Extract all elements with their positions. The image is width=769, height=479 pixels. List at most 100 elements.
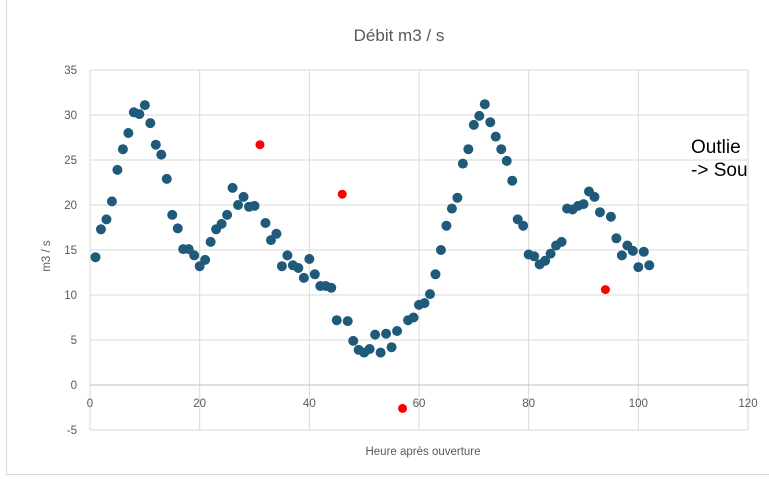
data-point [117,144,128,155]
data-point [101,214,112,225]
data-point [326,282,337,293]
data-point [331,315,342,326]
chart-area: Débit m3 / s -5 0 5 10 15 20 25 30 35 0 20 40 60 80 10… [6,0,769,475]
data-point [474,110,485,121]
y-tick-label: 10 [64,290,77,302]
y-tick-label: 35 [64,65,77,77]
data-point [501,155,512,166]
data-point [172,223,183,234]
data-point [370,329,381,340]
x-tick-label: 40 [303,398,316,410]
data-point [216,218,227,229]
data-point [161,173,172,184]
x-tick-label: 0 [87,398,93,410]
data-point [430,269,441,280]
data-point [167,209,178,220]
y-tick-label: 15 [64,245,77,257]
y-tick-label: 20 [64,200,77,212]
y-tick-label: 0 [71,380,77,392]
data-point [342,316,353,327]
data-point [468,119,479,130]
data-point [200,254,211,265]
y-tick-label: 25 [64,155,77,167]
data-point [271,228,282,239]
data-point [594,207,605,218]
data-point [496,144,507,155]
data-point [309,269,320,280]
annotation-line-2: -> Sou [691,160,748,181]
data-point [419,298,430,309]
data-point [627,245,638,256]
x-tick-label: 120 [738,398,757,410]
data-point [529,251,540,262]
data-point [424,289,435,300]
data-point [463,144,474,155]
x-tick-label: 100 [629,398,648,410]
data-points [90,99,655,413]
data-point [589,191,600,202]
data-point [260,218,271,228]
y-tick-label: -5 [67,425,77,437]
data-point [485,117,496,128]
data-point [276,261,287,272]
outlier-point [255,140,265,150]
data-point [90,252,101,263]
outlier-point [600,285,610,295]
data-point [375,347,386,358]
outlier-annotation: Outlie -> Sou [691,136,748,182]
data-point [95,224,106,235]
data-point [205,236,216,247]
x-tick-label: 80 [522,398,535,410]
data-point [134,109,145,120]
data-point [304,254,315,264]
scatter-chart: Débit m3 / s -5 0 5 10 15 20 25 30 35 0 20 40 60 80 10… [41,26,758,458]
data-point [540,255,551,266]
y-axis-title: m3 / s [41,240,53,272]
data-point [386,342,397,353]
data-point [605,211,616,222]
data-point [507,175,518,186]
data-point [446,203,457,214]
data-point [227,182,238,193]
data-point [545,248,556,259]
data-point [238,191,249,202]
data-point [348,335,359,346]
data-point [611,233,622,244]
x-tick-label: 60 [413,398,426,410]
data-point [381,328,392,339]
data-point [189,250,200,261]
x-tick-label: 20 [193,398,206,410]
annotation-line-1: Outlie [691,137,741,158]
chart-title: Débit m3 / s [354,26,445,45]
data-point [457,158,468,169]
data-point [156,149,167,160]
data-point [408,312,419,323]
data-point [490,131,501,142]
data-point [633,262,644,273]
data-point [364,344,375,354]
data-point [139,100,150,111]
y-tick-label: 30 [64,110,77,122]
data-point [293,263,304,273]
data-point [435,245,446,255]
data-point [452,192,463,203]
data-point [249,200,260,211]
data-point [556,236,567,247]
data-point [644,260,655,271]
data-point [479,99,490,110]
data-point [518,220,529,231]
data-point [233,200,244,210]
x-axis-title: Heure après ouverture [365,446,480,458]
data-point [150,139,161,150]
data-point [123,128,134,138]
outlier-point [337,189,347,199]
outlier-point [398,403,408,413]
tick-labels: -5 0 5 10 15 20 25 30 35 0 20 40 60 80 100 120 [64,65,757,437]
data-point [112,164,123,175]
data-point [282,250,293,261]
data-point [441,220,452,231]
data-point [145,118,156,129]
data-point [222,209,233,220]
data-point [298,272,309,283]
